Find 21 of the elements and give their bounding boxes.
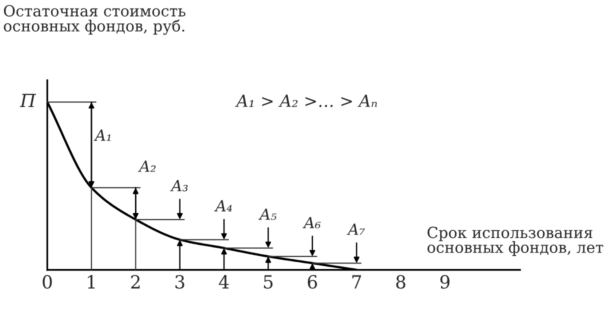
annotation: A₁ > A₂ >… > Aₙ [235, 94, 377, 108]
x-tick-label: 6 [308, 275, 317, 289]
x-tick-label: 4 [218, 275, 229, 288]
x-tick-label: 2 [131, 275, 140, 288]
x-tick-label: 0 [42, 275, 52, 289]
x-tick-label: 7 [352, 275, 362, 288]
annotation: A₅ [258, 208, 277, 220]
annotation: П [20, 94, 36, 108]
annotation: A₇ [346, 224, 365, 235]
x-tick-label: 1 [88, 275, 95, 288]
x-tick-label: 5 [264, 275, 273, 289]
annotation: A₂ [138, 160, 156, 172]
x-tick-label: 3 [175, 275, 184, 289]
x-axis-title: Срок использования основных фондов, лет [427, 226, 604, 256]
annotation: A₆ [302, 216, 321, 228]
annotation: A₄ [214, 200, 232, 212]
x-tick-label: 8 [396, 275, 406, 289]
annotation: A₁ [94, 130, 110, 141]
annotation: A₃ [170, 180, 188, 192]
y-axis-title: Остаточная стоимость основных фондов, руб. [4, 5, 186, 35]
x-tick-label: 9 [440, 275, 450, 289]
